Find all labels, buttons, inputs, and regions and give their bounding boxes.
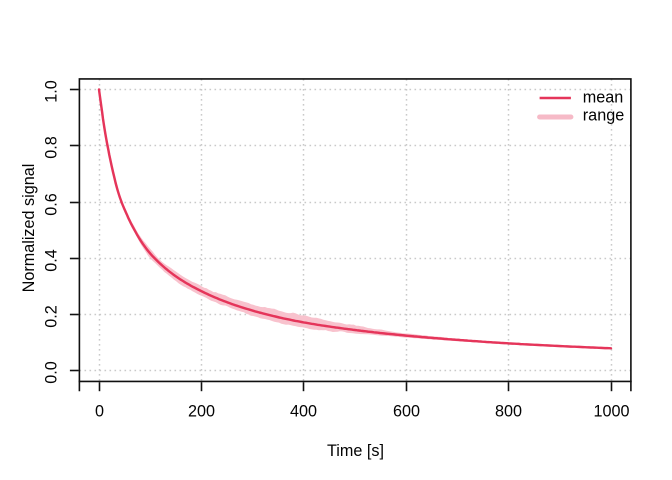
svg-text:800: 800 (495, 403, 522, 421)
svg-text:0.6: 0.6 (43, 193, 61, 216)
svg-text:1.0: 1.0 (43, 80, 61, 103)
svg-text:1000: 1000 (593, 403, 629, 421)
svg-text:0.0: 0.0 (43, 361, 61, 384)
svg-text:400: 400 (290, 403, 317, 421)
svg-text:0.2: 0.2 (43, 305, 61, 328)
svg-text:range: range (583, 107, 624, 125)
svg-text:mean: mean (583, 88, 624, 106)
svg-text:0.4: 0.4 (43, 249, 61, 272)
svg-text:Normalized signal: Normalized signal (20, 164, 38, 293)
svg-text:0.8: 0.8 (43, 136, 61, 159)
svg-text:Time [s]: Time [s] (327, 442, 384, 460)
svg-text:600: 600 (393, 403, 420, 421)
svg-text:200: 200 (188, 403, 215, 421)
svg-text:0: 0 (95, 403, 104, 421)
